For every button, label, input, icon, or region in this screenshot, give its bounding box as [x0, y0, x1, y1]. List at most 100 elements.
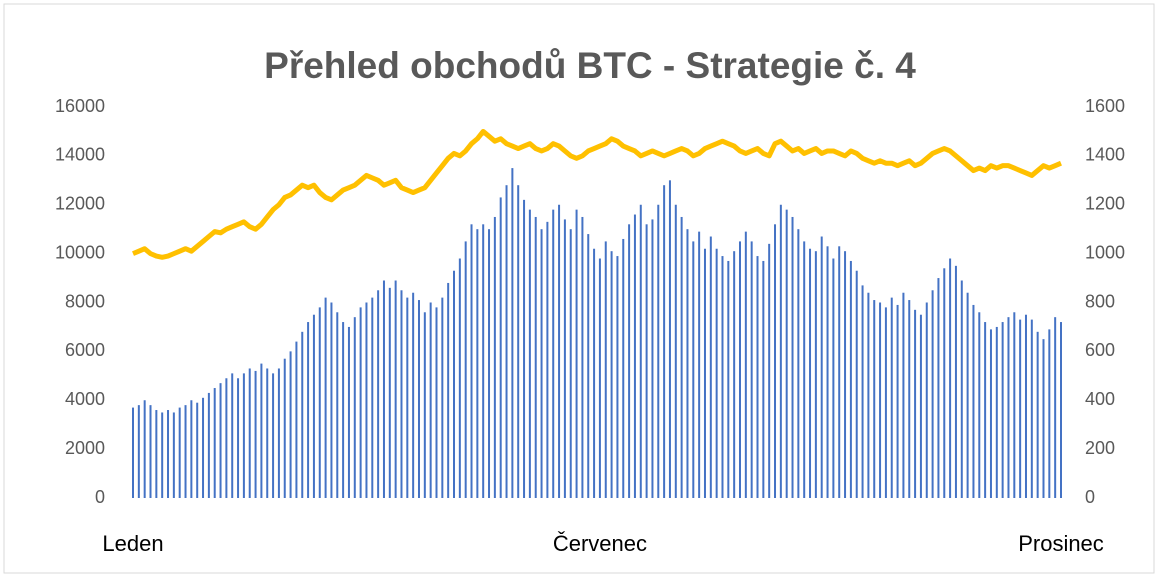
bar	[231, 373, 234, 498]
bar	[382, 280, 385, 498]
bar	[645, 224, 648, 499]
bar	[190, 400, 193, 498]
bar	[552, 209, 555, 498]
bar	[318, 307, 321, 498]
bar	[908, 300, 911, 498]
bar	[482, 224, 485, 499]
bar	[931, 290, 934, 498]
y-tick-label: 4000	[65, 389, 105, 409]
x-tick-label: Leden	[102, 531, 163, 556]
bar	[499, 197, 502, 498]
bar	[353, 317, 356, 498]
bar	[639, 204, 642, 498]
bar	[476, 229, 479, 498]
bar	[517, 185, 520, 498]
y-tick-label: 8000	[65, 291, 105, 311]
bar	[698, 231, 701, 498]
chart-border	[3, 3, 1155, 574]
bar	[575, 209, 578, 498]
bar	[960, 280, 963, 498]
bar	[400, 290, 403, 498]
bar	[581, 216, 584, 498]
bar	[633, 214, 636, 498]
bar	[943, 268, 946, 498]
bar	[779, 204, 782, 498]
bar	[587, 234, 590, 498]
bar	[832, 258, 835, 498]
bar	[429, 302, 432, 498]
bar	[995, 326, 998, 498]
bar	[703, 248, 706, 498]
bar	[540, 229, 543, 498]
bar	[161, 412, 164, 498]
bar	[167, 410, 170, 498]
bar	[820, 236, 823, 499]
bar	[388, 287, 391, 498]
bar	[213, 388, 216, 498]
bar	[365, 302, 368, 498]
bar	[604, 241, 607, 498]
bar	[727, 260, 730, 498]
bar	[295, 341, 298, 498]
bar	[937, 278, 940, 498]
y2-tick-label: 1600	[1085, 96, 1125, 116]
bar	[301, 331, 304, 498]
bar	[330, 302, 333, 498]
bar	[254, 370, 257, 498]
y-tick-label: 6000	[65, 340, 105, 360]
bar	[441, 297, 444, 498]
bar	[143, 400, 146, 498]
bar	[966, 292, 969, 498]
bar	[155, 410, 158, 498]
bar	[657, 204, 660, 498]
bar	[692, 241, 695, 498]
bar	[528, 209, 531, 498]
bar	[202, 397, 205, 498]
bar	[266, 368, 269, 498]
bar	[890, 297, 893, 498]
y-tick-label: 16000	[55, 96, 105, 116]
bar	[774, 224, 777, 499]
bar	[1042, 339, 1045, 498]
bar	[972, 304, 975, 498]
bar	[709, 236, 712, 499]
bar	[1054, 317, 1057, 498]
bar	[1036, 331, 1039, 498]
bar	[377, 290, 380, 498]
bar	[563, 219, 566, 498]
y2-tick-label: 1400	[1085, 145, 1125, 165]
bar	[417, 300, 420, 498]
bar	[663, 185, 666, 498]
bar	[849, 260, 852, 498]
bar	[715, 248, 718, 498]
bar	[756, 256, 759, 498]
bar	[394, 280, 397, 498]
bar	[458, 258, 461, 498]
bar	[989, 329, 992, 498]
bar	[791, 216, 794, 498]
bar	[919, 314, 922, 498]
bar	[406, 297, 409, 498]
bar	[184, 405, 187, 498]
y2-tick-label: 200	[1085, 438, 1115, 458]
bar	[336, 312, 339, 498]
bar	[884, 307, 887, 498]
bar	[1048, 329, 1051, 498]
bar	[978, 312, 981, 498]
bar	[283, 358, 286, 498]
y-tick-label: 14000	[55, 145, 105, 165]
bar	[733, 251, 736, 498]
bar	[914, 309, 917, 498]
bar	[803, 241, 806, 498]
bar	[470, 224, 473, 499]
bar	[447, 282, 450, 498]
bar	[371, 297, 374, 498]
chart-title: Přehled obchodů BTC - Strategie č. 4	[264, 45, 916, 86]
bar	[435, 307, 438, 498]
bar	[342, 322, 345, 498]
bar	[954, 265, 957, 498]
bar	[844, 251, 847, 498]
bar	[219, 383, 222, 498]
bar	[1007, 317, 1010, 498]
